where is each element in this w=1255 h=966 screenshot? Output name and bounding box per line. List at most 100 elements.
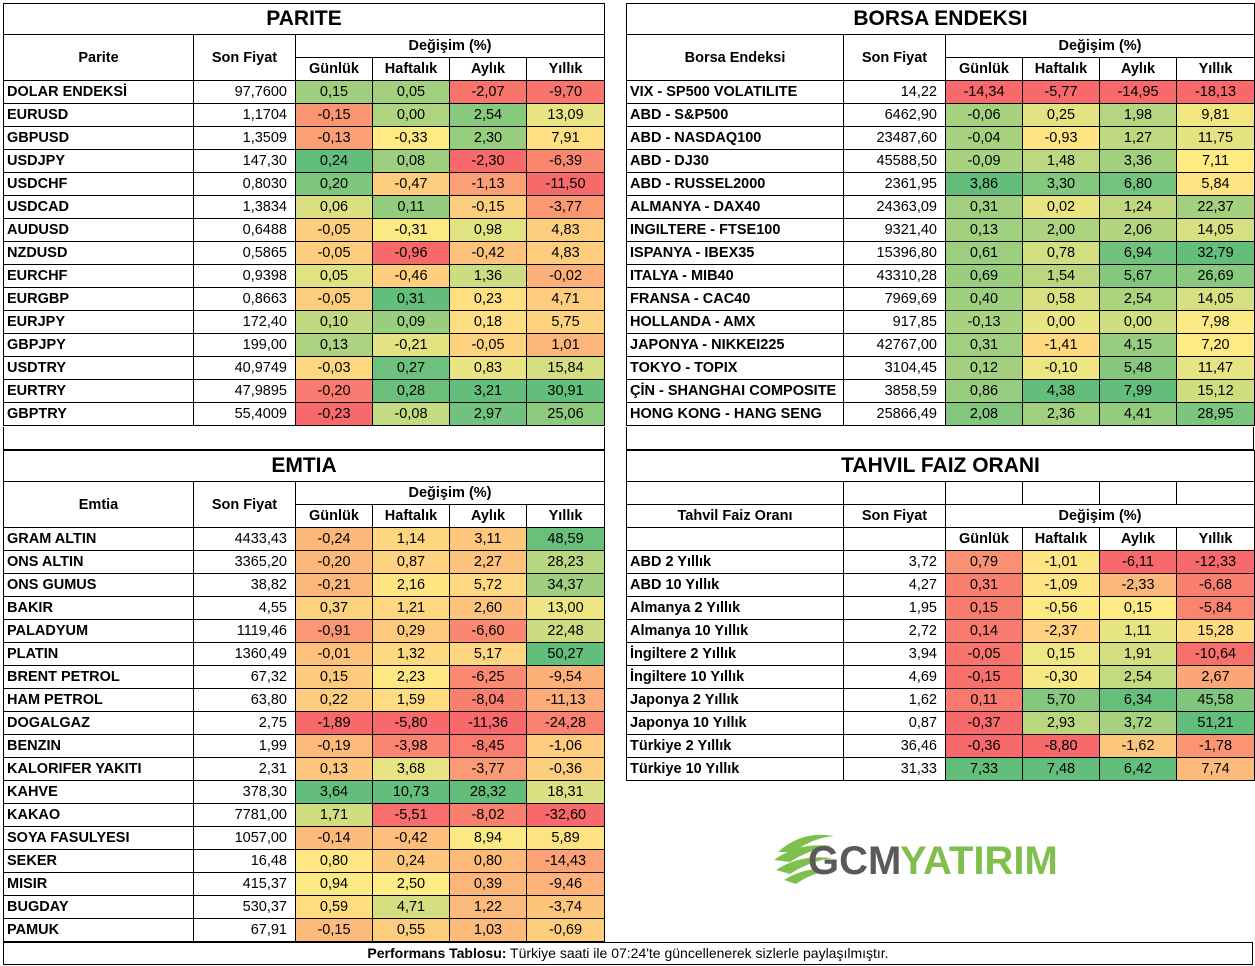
emtia-table: EMTIA Emtia Son Fiyat Değişim (%) Günlük… (2, 450, 606, 942)
row-weekly-change: -0,10 (1022, 356, 1100, 380)
row-daily-change: 2,08 (945, 402, 1023, 426)
table-row: ALMANYA - DAX40 24363,09 0,31 0,02 1,24 22,37 (626, 195, 1255, 219)
row-yearly-change: 4,83 (525, 241, 606, 265)
row-daily-change: 0,80 (295, 849, 373, 873)
row-monthly-change: 4,15 (1099, 333, 1177, 357)
row-yearly-change: 1,01 (525, 333, 606, 357)
row-yearly-change: 48,59 (525, 527, 606, 551)
row-yearly-change: -32,60 (525, 803, 606, 827)
col-header-weekly: Haftalık (372, 57, 450, 81)
row-weekly-change: 2,93 (1022, 711, 1100, 735)
row-monthly-change: -6,25 (449, 665, 527, 689)
row-monthly-change: 7,99 (1099, 379, 1177, 403)
row-price: 415,37 (193, 872, 296, 896)
row-monthly-change: 0,18 (449, 310, 527, 334)
row-monthly-change: 0,00 (1099, 310, 1177, 334)
row-monthly-change: 28,32 (449, 780, 527, 804)
row-daily-change: -0,37 (945, 711, 1023, 735)
row-monthly-change: 0,39 (449, 872, 527, 896)
parite-title: PARITE (2, 3, 606, 35)
row-name: ONS ALTIN (3, 550, 194, 574)
row-price: 31,33 (843, 757, 946, 781)
row-price: 40,9749 (193, 356, 296, 380)
row-monthly-change: 1,91 (1099, 642, 1177, 666)
row-daily-change: -0,15 (295, 918, 373, 942)
row-price: 42767,00 (843, 333, 946, 357)
col-header-weekly: Haftalık (1022, 527, 1100, 551)
row-weekly-change: -0,46 (372, 264, 450, 288)
row-weekly-change: -0,56 (1022, 596, 1100, 620)
table-row: İngiltere 10 Yıllık 4,69 -0,15 -0,30 2,54 2,6… (626, 665, 1255, 689)
blank-cell (626, 481, 844, 505)
row-daily-change: 0,15 (295, 80, 373, 104)
table-row: ISPANYA - IBEX35 15396,80 0,61 0,78 6,94 32,7… (626, 241, 1255, 265)
table-row: PLATIN 1360,49 -0,01 1,32 5,17 50,27 (3, 642, 606, 666)
row-daily-change: 0,15 (945, 596, 1023, 620)
table-row: ABD - DJ30 45588,50 -0,09 1,48 3,36 7,11 (626, 149, 1255, 173)
row-daily-change: -0,06 (945, 103, 1023, 127)
row-yearly-change: -11,13 (525, 688, 606, 712)
row-daily-change: 0,86 (945, 379, 1023, 403)
row-price: 3104,45 (843, 356, 946, 380)
blank-cell (1099, 481, 1177, 505)
row-name: ÇİN - SHANGHAI COMPOSITE (626, 379, 844, 403)
col-header-name: Tahvil Faiz Oranı (626, 504, 844, 528)
row-monthly-change: 6,94 (1099, 241, 1177, 265)
gcm-yatirim-logo: GCM YATIRIM (772, 826, 1092, 888)
row-price: 1,3509 (193, 126, 296, 150)
col-header-change: Değişim (%) (944, 504, 1255, 528)
row-price: 1,1704 (193, 103, 296, 127)
row-yearly-change: -1,06 (525, 734, 606, 758)
row-weekly-change: -0,33 (372, 126, 450, 150)
row-monthly-change: 5,67 (1099, 264, 1177, 288)
row-weekly-change: 0,09 (372, 310, 450, 334)
row-yearly-change: -9,70 (525, 80, 606, 104)
row-weekly-change: -0,31 (372, 218, 450, 242)
row-yearly-change: 51,21 (1175, 711, 1255, 735)
row-daily-change: -0,05 (945, 642, 1023, 666)
row-monthly-change: -3,77 (449, 757, 527, 781)
row-yearly-change: 22,48 (525, 619, 606, 643)
row-yearly-change: 15,12 (1175, 379, 1255, 403)
row-monthly-change: 2,97 (449, 402, 527, 426)
table-row: ABD - S&P500 6462,90 -0,06 0,25 1,98 9,81 (626, 103, 1255, 127)
row-monthly-change: 1,11 (1099, 619, 1177, 643)
row-monthly-change: 2,54 (1099, 287, 1177, 311)
table-row: KALORIFER YAKITI 2,31 0,13 3,68 -3,77 -0,36 (3, 757, 606, 781)
col-header-yearly: Yıllık (525, 57, 606, 81)
row-weekly-change: -0,47 (372, 172, 450, 196)
row-daily-change: -0,09 (945, 149, 1023, 173)
tahvil-title: TAHVIL FAIZ ORANI (625, 450, 1255, 482)
row-yearly-change: -6,68 (1175, 573, 1255, 597)
row-daily-change: 0,11 (945, 688, 1023, 712)
row-weekly-change: -1,01 (1022, 550, 1100, 574)
row-price: 378,30 (193, 780, 296, 804)
row-price: 2,72 (843, 619, 946, 643)
table-row: BAKIR 4,55 0,37 1,21 2,60 13,00 (3, 596, 606, 620)
table-row: KAHVE 378,30 3,64 10,73 28,32 18,31 (3, 780, 606, 804)
row-weekly-change: -0,21 (372, 333, 450, 357)
row-weekly-change: -5,77 (1022, 80, 1100, 104)
row-daily-change: 0,12 (945, 356, 1023, 380)
row-weekly-change: 0,11 (372, 195, 450, 219)
row-weekly-change: -0,93 (1022, 126, 1100, 150)
row-daily-change: -0,36 (945, 734, 1023, 758)
row-weekly-change: -1,09 (1022, 573, 1100, 597)
row-weekly-change: -0,96 (372, 241, 450, 265)
row-weekly-change: 1,21 (372, 596, 450, 620)
table-row: GRAM ALTIN 4433,43 -0,24 1,14 3,11 48,59 (3, 527, 606, 551)
row-monthly-change: 3,36 (1099, 149, 1177, 173)
row-monthly-change: 6,42 (1099, 757, 1177, 781)
row-price: 530,37 (193, 895, 296, 919)
row-weekly-change: 1,32 (372, 642, 450, 666)
footer-bold-label: Performans Tablosu: (367, 945, 507, 961)
row-monthly-change: 0,83 (449, 356, 527, 380)
row-monthly-change: -14,95 (1099, 80, 1177, 104)
row-price: 7969,69 (843, 287, 946, 311)
row-name: INGILTERE - FTSE100 (626, 218, 844, 242)
col-header-monthly: Aylık (1099, 527, 1177, 551)
row-price: 6462,90 (843, 103, 946, 127)
row-daily-change: 0,31 (945, 573, 1023, 597)
row-monthly-change: 8,94 (449, 826, 527, 850)
table-row: NZDUSD 0,5865 -0,05 -0,96 -0,42 4,83 (3, 241, 606, 265)
